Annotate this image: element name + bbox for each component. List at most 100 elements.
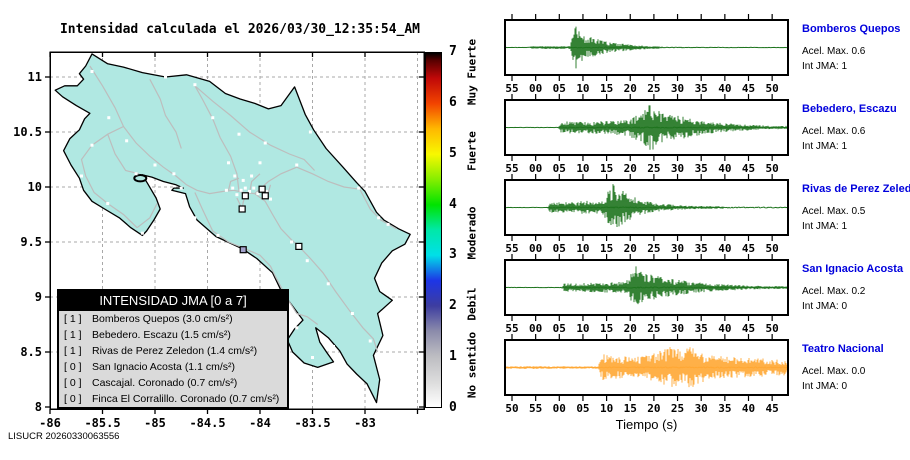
station-dot [326,282,330,286]
time-tick-label: 55 [505,322,518,335]
station-name: San Ignacio Acosta [802,263,904,275]
station-dot [377,216,381,220]
x-axis-tick-label: -86 [39,416,61,430]
road-line [254,193,379,353]
station-dot [241,178,245,182]
station-dot [237,132,241,136]
station-dot [134,172,138,176]
intensity-station-square [238,205,246,213]
time-tick-label: 25 [647,82,660,95]
map-title: Intensidad calculada el 2026/03/30_12:35… [59,22,421,37]
legend-station-label: Rivas de Perez Zeledon (1.4 cm/s²) [92,345,258,357]
station-name: Bomberos Quepos [802,23,901,35]
time-tick-label: 10 [576,82,589,95]
station-dot [90,70,94,73]
station-int-jma: Int JMA: 0 [802,301,848,312]
time-tick-label: 50 [505,402,518,415]
intensity-station-square [241,192,249,200]
x-axis-tick-label: -84.5 [189,416,225,430]
station-int-jma: Int JMA: 0 [802,381,848,392]
station-dot [248,189,251,193]
time-tick-label: 40 [718,322,731,335]
colorbar-category-debil: Debil [465,287,479,321]
time-tick-label: 10 [576,162,589,175]
road-line [136,203,158,229]
y-axis-tick-label: 11 [28,70,42,84]
station-dot [153,163,157,167]
station-dot [231,186,235,190]
station-accel-max: Acel. Max. 0.0 [802,366,866,377]
station-dot [311,356,314,359]
time-tick-label: 50 [766,322,779,335]
station-int-jma: Int JMA: 1 [802,141,848,152]
jma-intensity-legend: INTENSIDAD JMA [0 a 7] [ 1 ] Bomberos Qu… [57,289,289,409]
station-dot [332,345,335,348]
time-tick-label: 55 [529,402,542,415]
station-dot [227,161,230,165]
intensity-station-square [239,246,247,254]
legend-station-label: Finca El Corralillo. Coronado (0.7 cm/s²… [92,393,280,405]
time-tick-label: 00 [529,162,542,175]
road-line [80,125,138,229]
station-dot [90,143,94,147]
legend-intensity-value: [ 1 ] [64,329,82,341]
colorbar-tick-label: 2 [449,298,457,313]
station-dot [172,172,176,176]
time-tick-label: 15 [600,82,613,95]
time-tick-label: 05 [553,322,566,335]
time-tick-label: 30 [671,322,684,335]
y-axis-tick-label: 10 [28,180,42,194]
legend-row: [ 0 ] Cascajal. Coronado (0.7 cm/s²) [59,375,287,391]
station-dot [368,339,372,343]
time-tick-label: 45 [742,242,755,255]
station-dot [164,75,167,79]
station-dot [263,141,267,145]
station-dot [193,216,197,220]
station-name: Teatro Nacional [802,343,884,355]
time-tick-label: 20 [624,322,637,335]
time-tick-label: 35 [695,162,708,175]
time-tick-label: 30 [671,82,684,95]
legend-row: [ 0 ] Finca El Corralillo. Coronado (0.7… [59,391,287,407]
legend-intensity-value: [ 0 ] [64,393,82,405]
time-tick-label: 50 [766,82,779,95]
intensity-station-square [295,242,303,250]
time-tick-label: 55 [505,82,518,95]
time-tick-label: 30 [695,402,708,415]
map-frame [49,51,425,410]
station-dot [264,189,268,193]
station-accel-max: Acel. Max. 0.6 [802,46,866,57]
station-int-jma: Int JMA: 1 [802,61,848,72]
system-timestamp: LISUCR 20260330063556 [8,431,120,442]
time-tick-label: 15 [600,322,613,335]
legend-intensity-value: [ 0 ] [64,361,82,373]
legend-station-label: Cascajal. Coronado (0.7 cm/s²) [92,377,238,389]
time-tick-label: 30 [671,242,684,255]
time-tick-label: 35 [695,242,708,255]
colorbar-tick-label: 0 [449,400,457,415]
panel-frame [504,179,789,236]
legend-station-label: Bebedero. Escazu (1.5 cm/s²) [92,329,231,341]
legend-row: [ 0 ] San Ignacio Acosta (1.1 cm/s²) [59,359,287,375]
time-tick-label: 35 [718,402,731,415]
station-dot [357,186,361,190]
colorbar-category-moderado: Moderado [465,206,479,260]
time-tick-label: 00 [529,82,542,95]
time-tick-label: 10 [576,242,589,255]
station-dot [193,83,197,87]
station-dot [233,174,237,178]
time-tick-label: 05 [553,82,566,95]
station-dot [224,188,228,192]
station-dot [252,186,256,190]
waveform-trace [558,105,788,150]
x-axis-tick-label: -85 [144,416,166,430]
x-axis-tick-label: -83.5 [294,416,330,430]
time-tick-label: 10 [600,402,613,415]
colorbar-category-fuerte: Fuerte [465,131,479,171]
colorbar-tick-label: 5 [449,146,457,161]
time-tick-label: 05 [576,402,589,415]
station-dot [235,193,239,197]
time-tick-label: 45 [766,402,779,415]
legend-row: [ 1 ] Rivas de Perez Zeledon (1.4 cm/s²) [59,343,287,359]
waveform-trace [547,184,724,227]
